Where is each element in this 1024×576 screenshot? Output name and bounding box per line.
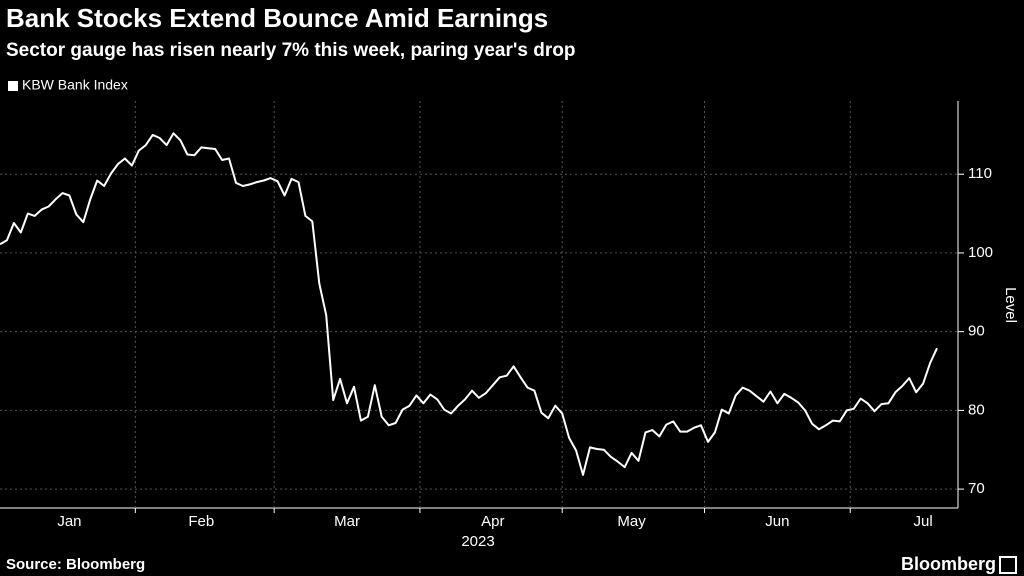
x-tick-label: Apr [481, 513, 504, 530]
x-tick-label: Jan [57, 513, 81, 530]
line-series [0, 132, 938, 476]
y-tick-label: 110 [968, 165, 992, 182]
x-tick-label: Mar [334, 513, 360, 530]
source: Source: Bloomberg [6, 556, 145, 573]
x-sublabel: 2023 [461, 533, 494, 550]
chart-title: Bank Stocks Extend Bounce Amid Earnings [6, 3, 548, 33]
brand: Bloomberg [901, 554, 996, 574]
y-axis-label: Level [1002, 287, 1019, 323]
x-tick-label: Feb [188, 513, 214, 530]
legend-label: KBW Bank Index [22, 77, 128, 93]
x-tick-label: May [617, 513, 646, 530]
chart-subtitle: Sector gauge has risen nearly 7% this we… [6, 40, 575, 61]
x-tick-label: Jul [914, 513, 933, 530]
brand-icon [999, 556, 1017, 574]
y-tick-label: 80 [968, 401, 985, 418]
x-tick-label: Jun [765, 513, 789, 530]
legend-swatch [8, 81, 18, 91]
y-tick-label: 90 [968, 323, 985, 340]
y-tick-label: 100 [968, 244, 993, 261]
y-tick-label: 70 [968, 480, 985, 497]
